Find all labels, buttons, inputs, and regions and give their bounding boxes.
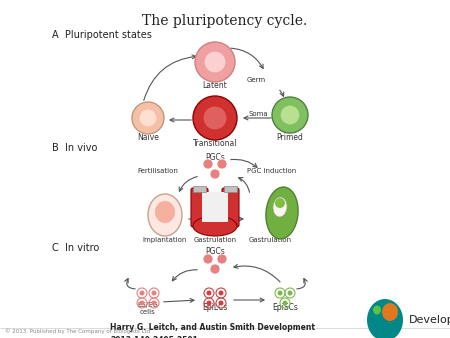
Circle shape	[193, 96, 237, 140]
Text: PGCs: PGCs	[205, 247, 225, 257]
Circle shape	[283, 300, 288, 306]
Ellipse shape	[367, 299, 403, 338]
Text: Primed: Primed	[277, 132, 303, 142]
Circle shape	[217, 254, 227, 264]
Circle shape	[205, 52, 225, 72]
Bar	[224, 186, 237, 192]
Circle shape	[210, 264, 220, 274]
Circle shape	[203, 159, 213, 169]
Circle shape	[281, 106, 299, 124]
Text: ES/EG
cells: ES/EG cells	[138, 301, 158, 314]
Text: Gastrulation: Gastrulation	[194, 237, 237, 243]
Text: Development: Development	[409, 315, 450, 325]
Circle shape	[219, 290, 224, 295]
Circle shape	[210, 169, 220, 179]
Ellipse shape	[382, 303, 398, 321]
Circle shape	[203, 106, 226, 129]
Ellipse shape	[148, 194, 182, 236]
Text: EpiLCs: EpiLCs	[202, 304, 228, 313]
Circle shape	[207, 290, 212, 295]
Circle shape	[217, 159, 227, 169]
Circle shape	[278, 290, 283, 295]
Text: Implantation: Implantation	[143, 237, 187, 243]
FancyBboxPatch shape	[202, 192, 228, 222]
Text: PGC induction: PGC induction	[248, 168, 297, 174]
Text: PGCs: PGCs	[205, 152, 225, 162]
Text: Harry G. Leitch, and Austin Smith Development
2013;140:2495-2501: Harry G. Leitch, and Austin Smith Develo…	[110, 323, 315, 338]
Ellipse shape	[266, 187, 298, 239]
Text: Soma: Soma	[248, 111, 268, 117]
Text: EpiSCs: EpiSCs	[272, 304, 298, 313]
Ellipse shape	[273, 197, 287, 217]
Circle shape	[219, 300, 224, 306]
Circle shape	[140, 290, 144, 295]
Bar	[193, 186, 206, 192]
Circle shape	[132, 102, 164, 134]
Text: Naive: Naive	[137, 134, 159, 143]
Ellipse shape	[155, 201, 175, 223]
Circle shape	[203, 254, 213, 264]
Text: Germ: Germ	[247, 77, 266, 83]
Text: B  In vivo: B In vivo	[52, 143, 97, 153]
Ellipse shape	[193, 216, 237, 236]
Circle shape	[140, 300, 144, 306]
Text: C  In vitro: C In vitro	[52, 243, 99, 253]
Circle shape	[152, 300, 157, 306]
Circle shape	[275, 198, 285, 208]
Text: Fertilisation: Fertilisation	[138, 168, 179, 174]
Text: The pluripotency cycle.: The pluripotency cycle.	[142, 14, 308, 28]
FancyBboxPatch shape	[191, 188, 208, 227]
Text: Latent: Latent	[202, 81, 227, 91]
Text: © 2013. Published by The Company of Biologists Ltd: © 2013. Published by The Company of Biol…	[5, 328, 150, 334]
Circle shape	[195, 42, 235, 82]
Circle shape	[207, 300, 212, 306]
Text: Gastrulation: Gastrulation	[248, 237, 292, 243]
Circle shape	[288, 290, 292, 295]
Text: A  Pluripotent states: A Pluripotent states	[52, 30, 152, 40]
Circle shape	[140, 110, 156, 126]
FancyBboxPatch shape	[222, 188, 239, 227]
Circle shape	[272, 97, 308, 133]
Circle shape	[152, 290, 157, 295]
Text: Transitional: Transitional	[193, 140, 237, 148]
Ellipse shape	[373, 306, 381, 314]
